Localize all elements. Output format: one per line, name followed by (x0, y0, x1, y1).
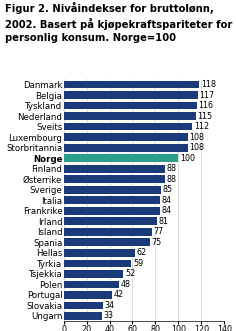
Bar (64, 197, 160, 204)
Text: 52: 52 (125, 269, 135, 278)
Text: 81: 81 (158, 217, 168, 226)
Bar (64, 123, 192, 130)
Bar (64, 312, 101, 320)
Bar (64, 207, 160, 214)
Text: 75: 75 (152, 238, 162, 247)
Text: 34: 34 (104, 301, 114, 310)
Bar (64, 133, 188, 141)
Text: 33: 33 (103, 311, 113, 320)
Text: 77: 77 (154, 227, 164, 236)
Bar (64, 81, 199, 88)
Text: 88: 88 (166, 175, 176, 184)
Bar (64, 186, 161, 194)
Bar (64, 155, 178, 162)
Text: 84: 84 (162, 206, 172, 215)
Bar (64, 113, 196, 120)
Bar (64, 228, 152, 236)
Bar (64, 102, 197, 110)
Text: 48: 48 (120, 280, 131, 289)
Bar (64, 239, 150, 246)
Text: 59: 59 (133, 259, 143, 268)
Text: 108: 108 (189, 133, 204, 142)
Bar (64, 249, 135, 257)
Text: 84: 84 (162, 196, 172, 205)
Text: 85: 85 (163, 185, 173, 194)
Bar (64, 175, 164, 183)
Text: 62: 62 (136, 248, 147, 257)
Text: 116: 116 (198, 101, 213, 110)
Bar (64, 217, 156, 225)
Bar (64, 165, 164, 172)
Bar (64, 270, 123, 278)
Bar (64, 91, 198, 99)
Text: 100: 100 (180, 154, 195, 163)
Text: 42: 42 (114, 290, 124, 299)
Text: Figur 2. Nivåindekser for bruttolønn,
2002. Basert på kjøpekraftspariteter for
p: Figur 2. Nivåindekser for bruttolønn, 20… (5, 2, 232, 43)
Bar (64, 260, 131, 267)
Bar (64, 291, 112, 299)
Text: 118: 118 (201, 80, 216, 89)
Bar (64, 144, 188, 152)
Bar (64, 302, 103, 309)
Text: 88: 88 (166, 164, 176, 173)
Text: 115: 115 (197, 112, 212, 121)
Text: 117: 117 (200, 91, 215, 100)
Text: 108: 108 (189, 143, 204, 152)
Text: 112: 112 (194, 122, 209, 131)
Bar (64, 280, 119, 288)
